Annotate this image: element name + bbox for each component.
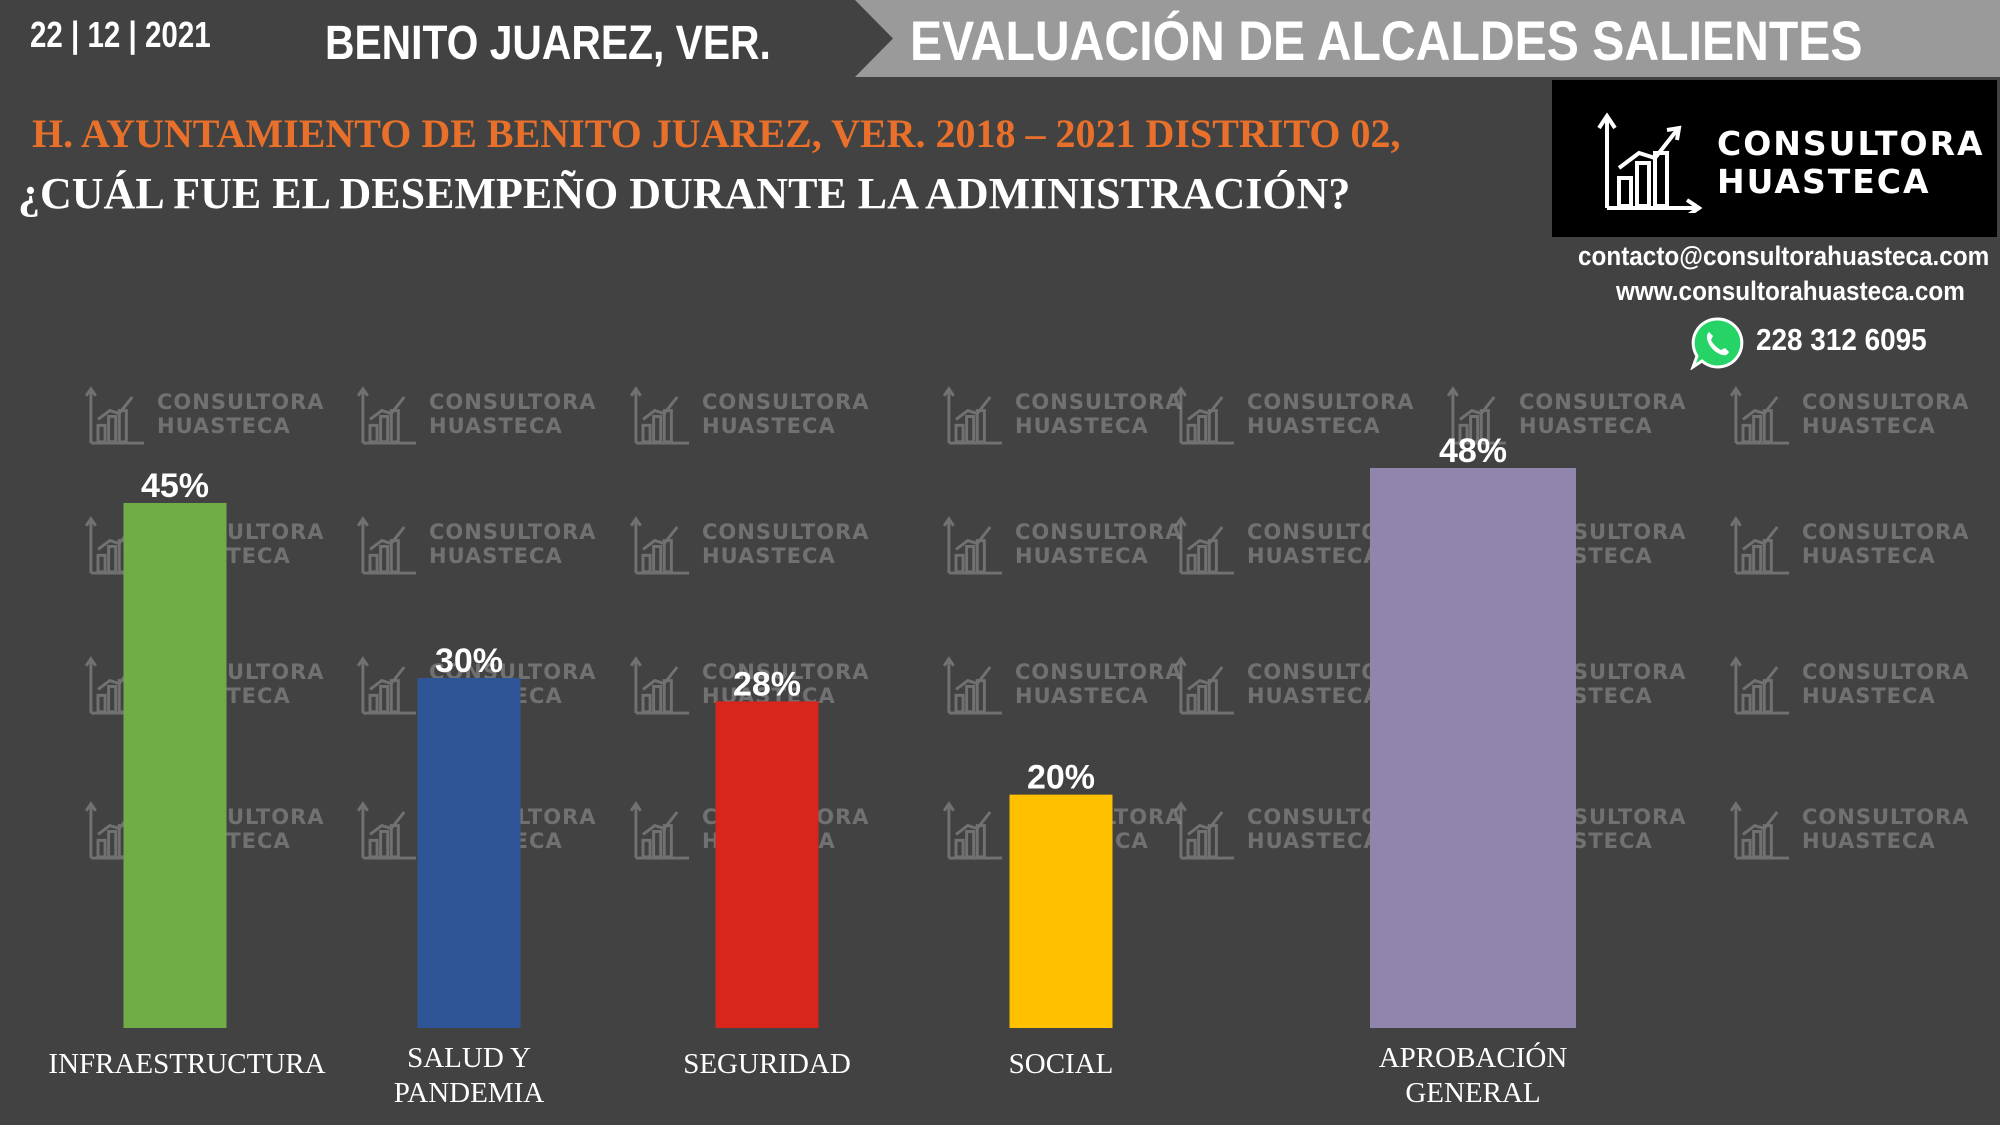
header-date: 22 | 12 | 2021 (30, 14, 211, 55)
logo-text: CONSULTORA HUASTECA (1717, 125, 1985, 201)
data-label-1: 30% (435, 642, 503, 680)
bar-2 (715, 701, 819, 1028)
category-label-4: APROBACIÓN GENERAL (1379, 1041, 1568, 1109)
category-label-1: SALUD Y PANDEMIA (394, 1042, 544, 1109)
contact-website[interactable]: www.consultorahuasteca.com (1616, 276, 1965, 306)
category-label-0: INFRAESTRUCTURA (48, 1048, 325, 1080)
data-label-2: 28% (733, 665, 801, 703)
category-label-2: SEGURIDAD (683, 1048, 851, 1080)
bar-0 (123, 503, 227, 1028)
contact-email[interactable]: contacto@consultorahuasteca.com (1578, 241, 1990, 271)
section-title: EVALUACIÓN DE ALCALDES SALIENTES (910, 9, 1863, 72)
chart-question: ¿CUÁL FUE EL DESEMPEÑO DURANTE LA ADMINI… (18, 169, 1351, 218)
logo-line-1: CONSULTORA (1717, 124, 1985, 163)
contact-phone[interactable]: 228 312 6095 (1756, 322, 1927, 357)
bar-1 (417, 678, 521, 1028)
bar-4 (1370, 468, 1576, 1028)
whatsapp-icon (1690, 317, 1744, 370)
data-label-0: 45% (141, 467, 209, 505)
chart-subtitle: H. AYUNTAMIENTO DE BENITO JUAREZ, VER. 2… (32, 111, 1401, 156)
logo-line-2: HUASTECA (1717, 162, 1931, 201)
data-label-3: 20% (1027, 759, 1095, 797)
bar-3 (1009, 794, 1113, 1028)
header-place: BENITO JUAREZ, VER. (325, 17, 771, 70)
company-logo: CONSULTORA HUASTECA (1552, 80, 1997, 237)
category-label-3: SOCIAL (1009, 1048, 1114, 1080)
data-label-4: 48% (1439, 432, 1507, 470)
header-band (855, 0, 2000, 77)
bar-chart-growth-icon (1597, 112, 1702, 213)
